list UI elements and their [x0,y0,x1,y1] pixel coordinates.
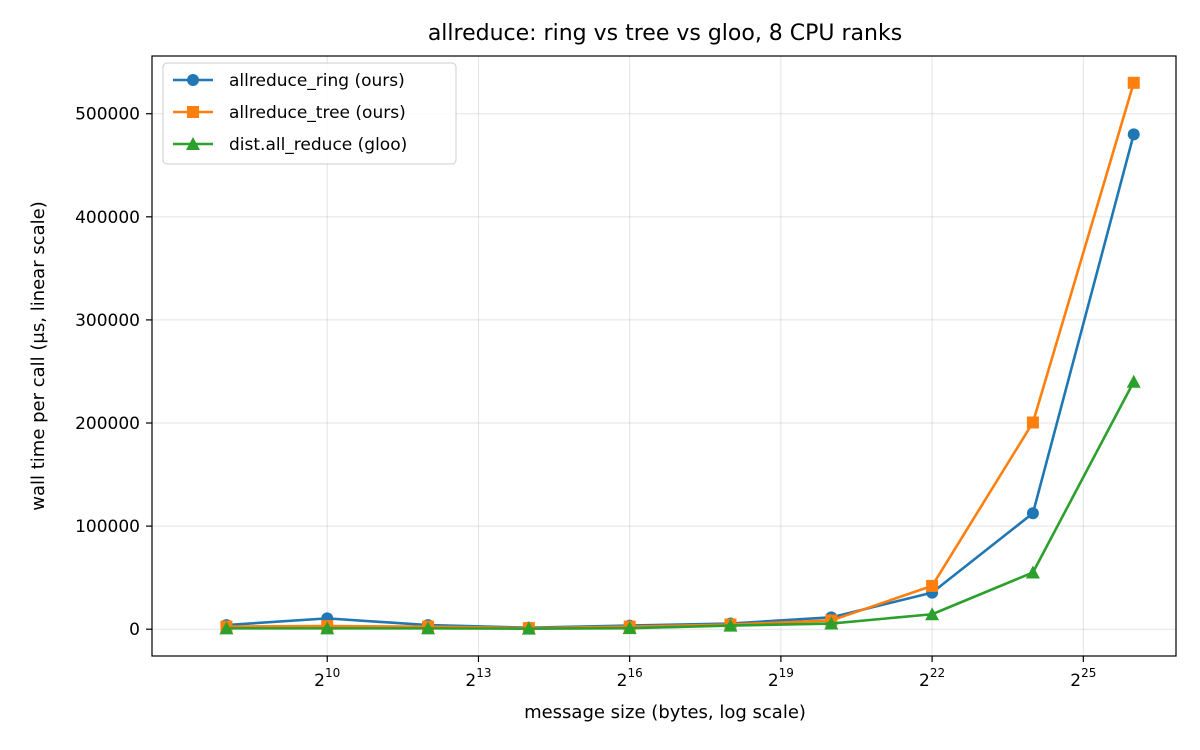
series-line [226,82,1135,630]
legend-box [162,62,457,165]
data-point [1126,374,1141,388]
chart-title: allreduce: ring vs tree vs gloo, 8 CPU r… [428,21,902,46]
legend-item: dist.all_reduce (gloo) [173,135,407,155]
x-tick-base: 2 [465,671,476,691]
legend-marker [187,74,199,86]
data-point [521,621,536,635]
legend-marker [187,106,199,118]
x-tick-base: 2 [768,671,779,691]
series-1 [220,128,1140,634]
data-point [622,621,637,635]
y-axis-label: wall time per call (μs, linear scale) [28,201,49,510]
y-tick-label: 400000 [75,208,140,228]
x-tick-exponent: 10 [325,666,340,680]
series-layer [219,76,1141,635]
legend-label: dist.all_reduce (gloo) [229,135,407,155]
data-point [1026,416,1039,429]
x-tick-label: 210 [314,666,340,691]
data-point [1025,565,1040,579]
x-tick-label: 219 [768,666,794,691]
x-axis-label: message size (bytes, log scale) [524,702,806,723]
series-3 [219,374,1141,635]
data-point [925,607,940,621]
x-tick-base: 2 [617,671,628,691]
data-point [824,616,839,630]
series-line [226,381,1135,630]
x-tick-label: 216 [617,666,643,691]
x-tick-exponent: 19 [779,666,794,680]
x-tick-exponent: 13 [476,666,491,680]
x-tick-label: 222 [919,666,945,691]
data-point [320,621,335,635]
series-line [226,134,1135,629]
y-tick-label: 0 [129,620,140,640]
legend-item: allreduce_tree (ours) [173,103,406,123]
y-tick-label: 500000 [75,105,140,125]
x-axis: 210 213 216 219 222 225 [314,656,1096,691]
legend-label: allreduce_ring (ours) [229,71,405,91]
y-tick-label: 200000 [75,414,140,434]
data-point [219,621,234,635]
y-tick-label: 300000 [75,311,140,331]
plot-frame [151,55,1177,657]
data-point [421,621,436,635]
x-tick-base: 2 [314,671,325,691]
data-point [1026,507,1039,520]
legend-label: allreduce_tree (ours) [229,103,406,123]
legend: allreduce_ring (ours) allreduce_tree (our… [162,62,457,165]
x-tick-exponent: 25 [1081,666,1096,680]
data-point [723,618,738,632]
legend-item: allreduce_ring (ours) [173,71,405,91]
data-point [926,579,939,592]
x-tick-label: 213 [465,666,491,691]
x-tick-exponent: 16 [627,666,642,680]
y-axis: 0 100000 200000 300000 400000 500000 [75,105,152,640]
data-point [1127,76,1140,89]
legend-marker [186,137,200,150]
x-tick-label: 225 [1070,666,1096,691]
x-tick-base: 2 [1070,671,1081,691]
x-tick-exponent: 22 [930,666,945,680]
data-point [1127,128,1140,141]
x-tick-base: 2 [919,671,930,691]
y-tick-label: 100000 [75,517,140,537]
